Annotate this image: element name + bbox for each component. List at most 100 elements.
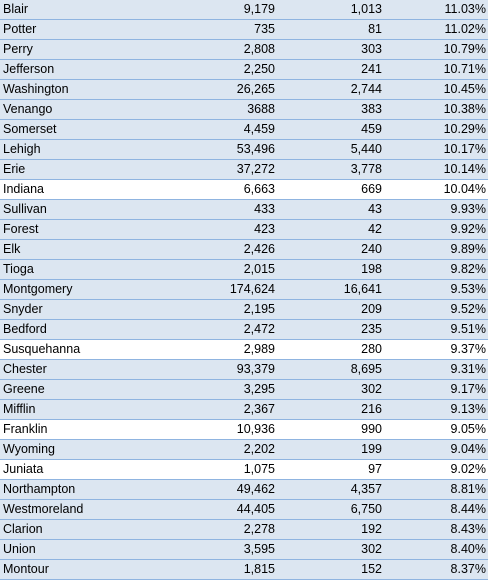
percent-cell[interactable]: 11.03% bbox=[384, 0, 488, 20]
table-row[interactable]: Lehigh 53,496 5,440 10.17% bbox=[0, 139, 488, 160]
value-cell-2[interactable]: 669 bbox=[277, 179, 384, 200]
value-cell-1[interactable]: 433 bbox=[160, 199, 277, 220]
table-row[interactable]: Clarion 2,278 192 8.43% bbox=[0, 519, 488, 540]
county-cell[interactable]: Susquehanna bbox=[0, 339, 160, 360]
value-cell-1[interactable]: 423 bbox=[160, 219, 277, 240]
value-cell-1[interactable]: 2,250 bbox=[160, 59, 277, 80]
value-cell-1[interactable]: 3,295 bbox=[160, 379, 277, 400]
county-cell[interactable]: Snyder bbox=[0, 299, 160, 320]
table-row[interactable]: Erie 37,272 3,778 10.14% bbox=[0, 159, 488, 180]
county-cell[interactable]: Elk bbox=[0, 239, 160, 260]
value-cell-2[interactable]: 216 bbox=[277, 399, 384, 420]
value-cell-2[interactable]: 152 bbox=[277, 559, 384, 580]
table-row[interactable]: Sullivan 433 43 9.93% bbox=[0, 199, 488, 220]
value-cell-2[interactable]: 192 bbox=[277, 519, 384, 540]
value-cell-1[interactable]: 2,472 bbox=[160, 319, 277, 340]
value-cell-1[interactable]: 2,367 bbox=[160, 399, 277, 420]
table-row[interactable]: Venango 3688 383 10.38% bbox=[0, 99, 488, 120]
value-cell-1[interactable]: 174,624 bbox=[160, 279, 277, 300]
county-cell[interactable]: Lehigh bbox=[0, 139, 160, 160]
county-cell[interactable]: Washington bbox=[0, 79, 160, 100]
table-row[interactable]: Forest 423 42 9.92% bbox=[0, 219, 488, 240]
table-row[interactable]: Northampton 49,462 4,357 8.81% bbox=[0, 479, 488, 500]
value-cell-2[interactable]: 302 bbox=[277, 539, 384, 560]
table-row[interactable]: Potter 735 81 11.02% bbox=[0, 19, 488, 40]
table-row[interactable]: Franklin 10,936 990 9.05% bbox=[0, 419, 488, 440]
percent-cell[interactable]: 9.37% bbox=[384, 339, 488, 360]
value-cell-2[interactable]: 990 bbox=[277, 419, 384, 440]
value-cell-2[interactable]: 199 bbox=[277, 439, 384, 460]
county-cell[interactable]: Sullivan bbox=[0, 199, 160, 220]
county-cell[interactable]: Westmoreland bbox=[0, 499, 160, 520]
percent-cell[interactable]: 9.52% bbox=[384, 299, 488, 320]
value-cell-1[interactable]: 37,272 bbox=[160, 159, 277, 180]
percent-cell[interactable]: 9.13% bbox=[384, 399, 488, 420]
table-row[interactable]: Chester 93,379 8,695 9.31% bbox=[0, 359, 488, 380]
table-row[interactable]: Blair 9,179 1,013 11.03% bbox=[0, 0, 488, 20]
percent-cell[interactable]: 9.53% bbox=[384, 279, 488, 300]
value-cell-2[interactable]: 1,013 bbox=[277, 0, 384, 20]
percent-cell[interactable]: 8.81% bbox=[384, 479, 488, 500]
value-cell-1[interactable]: 3,595 bbox=[160, 539, 277, 560]
value-cell-2[interactable]: 303 bbox=[277, 39, 384, 60]
value-cell-2[interactable]: 2,744 bbox=[277, 79, 384, 100]
value-cell-2[interactable]: 3,778 bbox=[277, 159, 384, 180]
county-cell[interactable]: Potter bbox=[0, 19, 160, 40]
value-cell-1[interactable]: 9,179 bbox=[160, 0, 277, 20]
county-cell[interactable]: Indiana bbox=[0, 179, 160, 200]
percent-cell[interactable]: 10.79% bbox=[384, 39, 488, 60]
percent-cell[interactable]: 8.40% bbox=[384, 539, 488, 560]
percent-cell[interactable]: 9.82% bbox=[384, 259, 488, 280]
value-cell-1[interactable]: 2,015 bbox=[160, 259, 277, 280]
table-row[interactable]: Wyoming 2,202 199 9.04% bbox=[0, 439, 488, 460]
percent-cell[interactable]: 10.45% bbox=[384, 79, 488, 100]
table-row[interactable]: Union 3,595 302 8.40% bbox=[0, 539, 488, 560]
value-cell-1[interactable]: 2,202 bbox=[160, 439, 277, 460]
county-cell[interactable]: Clarion bbox=[0, 519, 160, 540]
table-row[interactable]: Washington 26,265 2,744 10.45% bbox=[0, 79, 488, 100]
percent-cell[interactable]: 9.04% bbox=[384, 439, 488, 460]
percent-cell[interactable]: 10.29% bbox=[384, 119, 488, 140]
county-cell[interactable]: Northampton bbox=[0, 479, 160, 500]
value-cell-2[interactable]: 81 bbox=[277, 19, 384, 40]
value-cell-1[interactable]: 10,936 bbox=[160, 419, 277, 440]
percent-cell[interactable]: 9.02% bbox=[384, 459, 488, 480]
percent-cell[interactable]: 9.89% bbox=[384, 239, 488, 260]
percent-cell[interactable]: 11.02% bbox=[384, 19, 488, 40]
value-cell-2[interactable]: 5,440 bbox=[277, 139, 384, 160]
table-row[interactable]: Jefferson 2,250 241 10.71% bbox=[0, 59, 488, 80]
table-row[interactable]: Susquehanna 2,989 280 9.37% bbox=[0, 339, 488, 360]
table-row[interactable]: Snyder 2,195 209 9.52% bbox=[0, 299, 488, 320]
value-cell-2[interactable]: 4,357 bbox=[277, 479, 384, 500]
percent-cell[interactable]: 9.31% bbox=[384, 359, 488, 380]
value-cell-2[interactable]: 43 bbox=[277, 199, 384, 220]
county-cell[interactable]: Perry bbox=[0, 39, 160, 60]
value-cell-1[interactable]: 4,459 bbox=[160, 119, 277, 140]
table-row[interactable]: Somerset 4,459 459 10.29% bbox=[0, 119, 488, 140]
percent-cell[interactable]: 9.92% bbox=[384, 219, 488, 240]
value-cell-2[interactable]: 459 bbox=[277, 119, 384, 140]
county-cell[interactable]: Forest bbox=[0, 219, 160, 240]
county-cell[interactable]: Tioga bbox=[0, 259, 160, 280]
county-cell[interactable]: Wyoming bbox=[0, 439, 160, 460]
table-row[interactable]: Juniata 1,075 97 9.02% bbox=[0, 459, 488, 480]
value-cell-1[interactable]: 49,462 bbox=[160, 479, 277, 500]
value-cell-2[interactable]: 16,641 bbox=[277, 279, 384, 300]
percent-cell[interactable]: 8.37% bbox=[384, 559, 488, 580]
county-cell[interactable]: Erie bbox=[0, 159, 160, 180]
percent-cell[interactable]: 10.04% bbox=[384, 179, 488, 200]
table-row[interactable]: Montgomery 174,624 16,641 9.53% bbox=[0, 279, 488, 300]
value-cell-1[interactable]: 2,808 bbox=[160, 39, 277, 60]
value-cell-1[interactable]: 26,265 bbox=[160, 79, 277, 100]
county-cell[interactable]: Chester bbox=[0, 359, 160, 380]
county-cell[interactable]: Jefferson bbox=[0, 59, 160, 80]
county-cell[interactable]: Blair bbox=[0, 0, 160, 20]
value-cell-2[interactable]: 198 bbox=[277, 259, 384, 280]
value-cell-2[interactable]: 302 bbox=[277, 379, 384, 400]
percent-cell[interactable]: 10.17% bbox=[384, 139, 488, 160]
table-row[interactable]: Elk 2,426 240 9.89% bbox=[0, 239, 488, 260]
value-cell-1[interactable]: 2,195 bbox=[160, 299, 277, 320]
county-cell[interactable]: Montour bbox=[0, 559, 160, 580]
value-cell-2[interactable]: 240 bbox=[277, 239, 384, 260]
value-cell-1[interactable]: 1,815 bbox=[160, 559, 277, 580]
